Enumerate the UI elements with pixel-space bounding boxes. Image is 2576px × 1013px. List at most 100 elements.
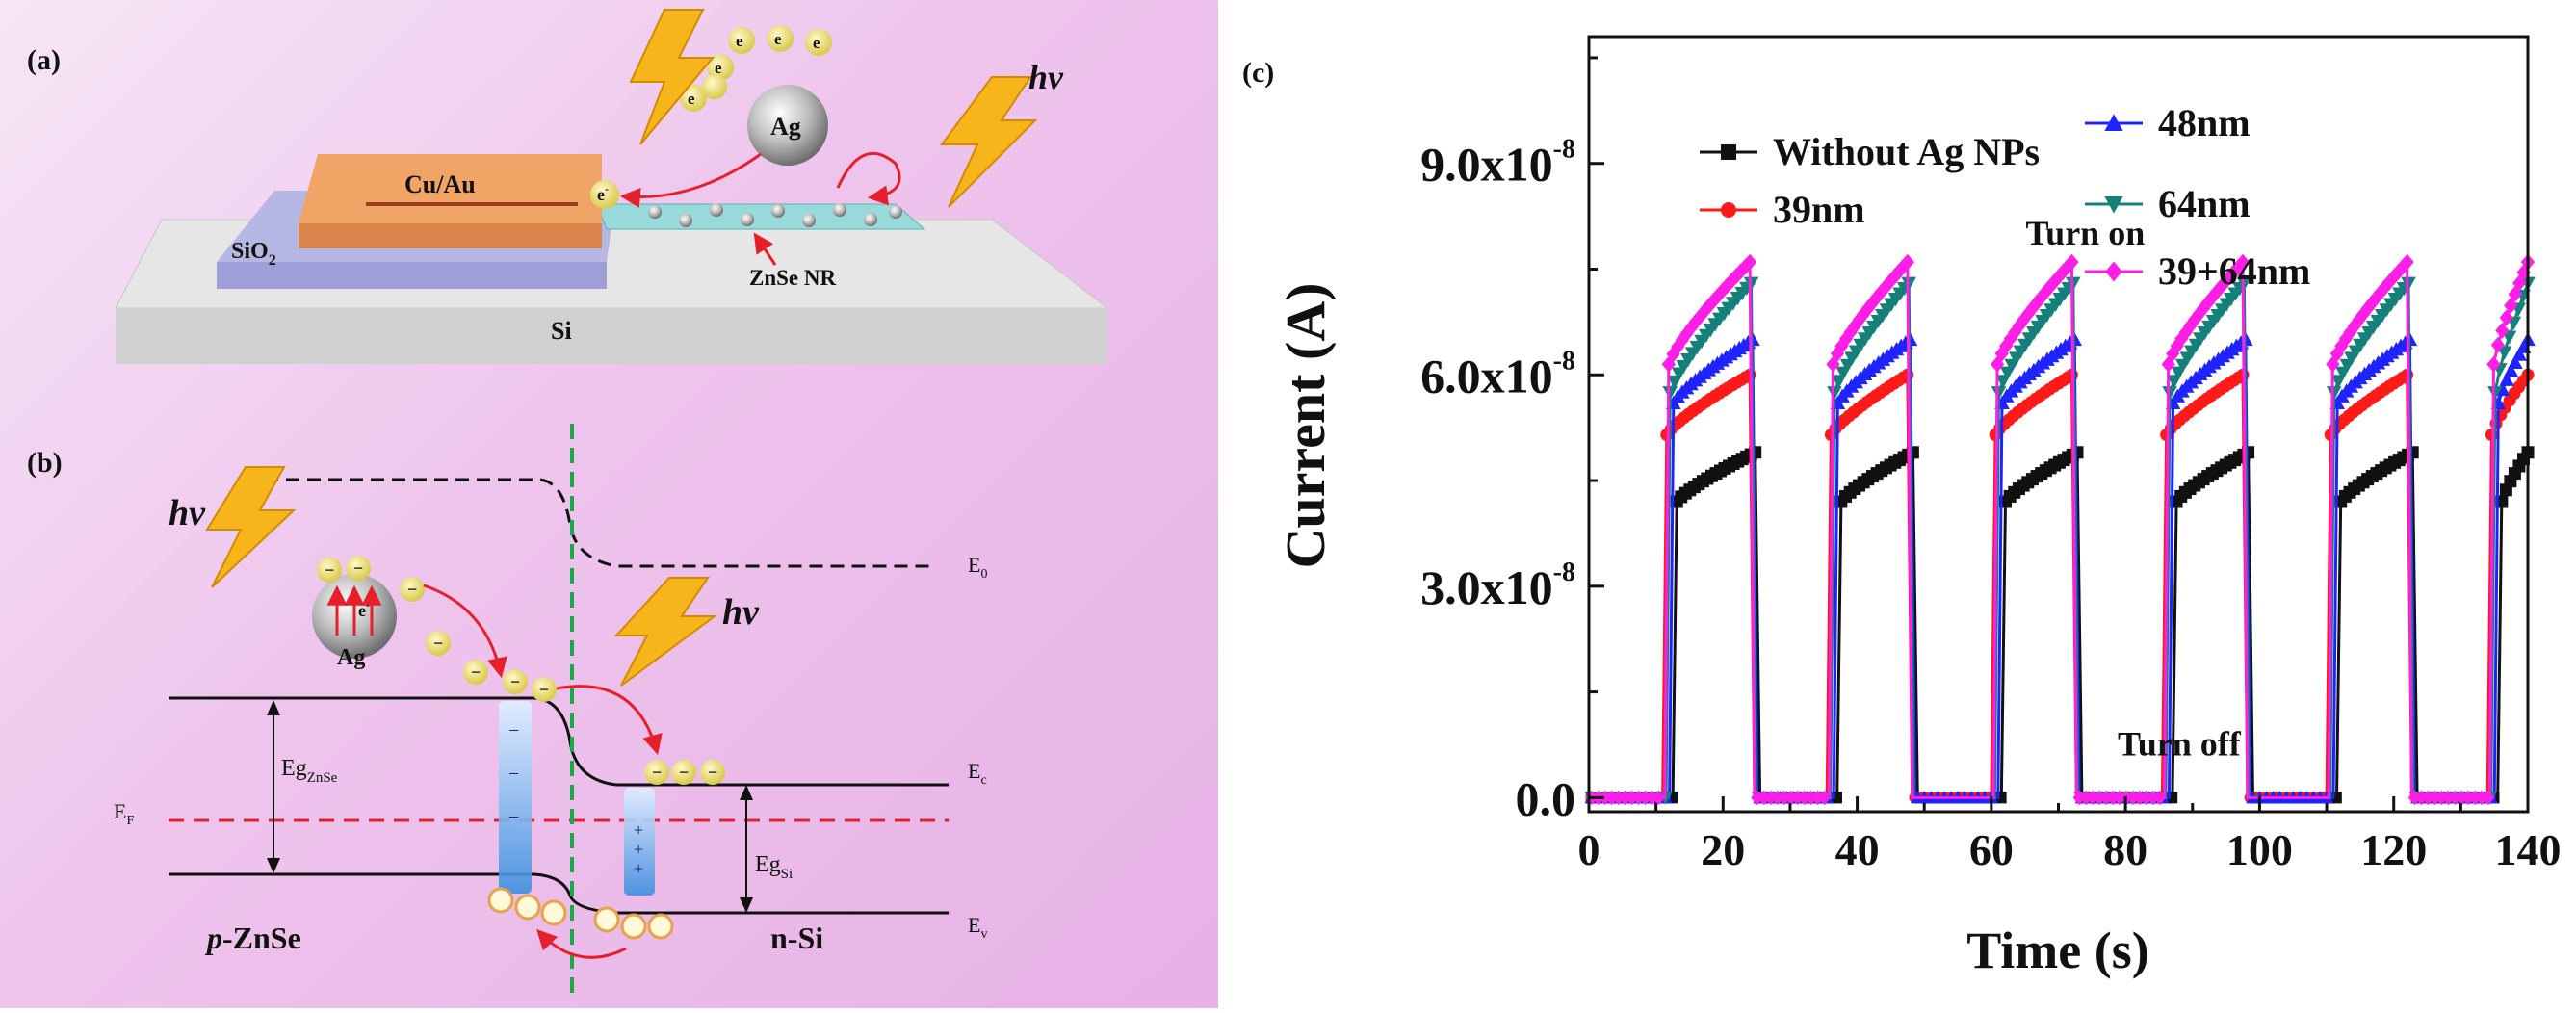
data-point bbox=[2235, 253, 2251, 271]
legend-entry: 39nm bbox=[1700, 188, 1865, 231]
data-point bbox=[1612, 790, 1626, 806]
series-48nm bbox=[1584, 331, 2536, 804]
ef-symbol: E bbox=[114, 799, 126, 823]
minus-symbol: − bbox=[679, 763, 689, 782]
data-point bbox=[2093, 790, 2106, 806]
data-point bbox=[1684, 319, 1699, 336]
excited-electron-symbol: e- bbox=[358, 598, 370, 620]
series-line bbox=[1589, 258, 2530, 799]
data-point bbox=[1638, 790, 1652, 806]
p-prefix: p bbox=[204, 921, 222, 955]
si-substrate-front bbox=[116, 308, 1107, 364]
data-point bbox=[2378, 278, 2393, 296]
collected-electron bbox=[590, 180, 619, 209]
holes bbox=[487, 887, 674, 940]
particle-label: Ag bbox=[337, 645, 365, 670]
data-point bbox=[1662, 386, 1678, 401]
data-point bbox=[2218, 273, 2232, 291]
minus-symbol: − bbox=[708, 763, 717, 782]
data-point bbox=[2486, 355, 2501, 373]
data-point bbox=[1625, 790, 1639, 806]
data-point bbox=[2209, 283, 2224, 300]
minus-symbol: − bbox=[433, 634, 443, 653]
y-tick-label: 6.0x10-8 bbox=[1420, 346, 1575, 403]
data-point bbox=[2508, 285, 2522, 302]
data-point bbox=[1848, 317, 1862, 334]
legend-label: Without Ag NPs bbox=[1773, 130, 2040, 173]
legend: Without Ag NPs 39nm 48nm 64nm 39+64nm bbox=[1700, 101, 2310, 293]
data-point bbox=[1804, 790, 1818, 806]
minus-symbol: − bbox=[652, 763, 662, 782]
particle-label: Ag bbox=[770, 113, 801, 141]
data-point bbox=[1790, 790, 1805, 806]
data-point bbox=[2511, 274, 2527, 292]
ec-sub: c bbox=[980, 773, 986, 788]
data-point bbox=[1784, 790, 1798, 806]
lightning-bolt-icon bbox=[940, 76, 1038, 208]
data-point bbox=[2126, 790, 2140, 806]
data-point bbox=[2338, 330, 2354, 348]
minus-symbol: − bbox=[508, 807, 519, 828]
data-point bbox=[2511, 347, 2528, 361]
data-point bbox=[1991, 386, 2007, 401]
photon-label-b-right: hv bbox=[722, 592, 760, 633]
lightning-bolt-icon bbox=[629, 9, 716, 145]
series-line bbox=[1589, 372, 2530, 799]
electron-symbol: e bbox=[358, 601, 366, 620]
data-point bbox=[2147, 790, 2160, 806]
x-tick-label: 80 bbox=[2103, 825, 2147, 874]
legend-label: 48nm bbox=[2158, 101, 2251, 144]
data-point bbox=[2196, 299, 2211, 317]
data-point bbox=[1661, 355, 1677, 373]
electron-symbol: e bbox=[715, 59, 722, 77]
data-point bbox=[1778, 790, 1791, 806]
x-tick-label: 100 bbox=[2226, 825, 2293, 874]
plasmon-loop-arrow bbox=[836, 152, 901, 206]
data-point bbox=[1679, 325, 1694, 342]
series-39-64nm bbox=[1585, 253, 2536, 806]
chart-panel: (c) 0 20 40 60 80 100 120 140 0.0 3.0x10-8 6.0x10-… bbox=[1218, 0, 2576, 1008]
x-tick-label: 0 bbox=[1578, 825, 1600, 874]
chart-annotation: Turn off bbox=[2118, 724, 2242, 763]
data-point bbox=[2407, 790, 2421, 806]
data-point bbox=[2113, 790, 2126, 806]
data-point bbox=[2326, 386, 2342, 401]
data-point bbox=[2503, 363, 2519, 377]
data-point bbox=[1797, 790, 1811, 806]
data-point bbox=[2441, 790, 2455, 806]
data-point bbox=[2133, 790, 2147, 806]
series-line bbox=[1589, 450, 2530, 799]
data-point bbox=[1869, 289, 1885, 306]
arrow-head-icon bbox=[740, 897, 753, 913]
data-point bbox=[1652, 790, 1666, 806]
data-point bbox=[2214, 278, 2228, 296]
device-schematic: Si SiO2 ZnSe NR Cu/Au Ag e e e bbox=[115, 9, 1109, 364]
lightning-bolt-icon bbox=[613, 577, 718, 687]
lightning-bolt-icon bbox=[205, 466, 297, 588]
data-point bbox=[2334, 337, 2349, 354]
data-point bbox=[2099, 790, 2113, 806]
p-material: -ZnSe bbox=[222, 921, 301, 955]
n-si-label: n-Si bbox=[770, 921, 823, 955]
legend-entry: Without Ag NPs bbox=[1700, 130, 2040, 173]
data-point bbox=[1817, 790, 1832, 806]
data-point bbox=[2326, 355, 2340, 373]
arrow-head-icon bbox=[740, 785, 753, 800]
eg-znse-symbol: Eg bbox=[281, 756, 307, 781]
arrow-head-icon bbox=[267, 700, 280, 715]
electron-injection-arrow bbox=[423, 584, 507, 679]
electron-transfer-arrow bbox=[556, 685, 663, 756]
electron-cluster: e e e e e bbox=[680, 25, 832, 112]
data-point bbox=[2140, 790, 2153, 806]
data-point bbox=[2352, 311, 2366, 328]
hot-electrons: − − − − − − − − − − bbox=[317, 556, 725, 785]
data-point bbox=[2400, 253, 2414, 271]
legend-marker bbox=[2104, 196, 2123, 214]
ev-label: Ev bbox=[968, 913, 987, 942]
minus-symbol: − bbox=[471, 662, 481, 682]
sio2-layer-front bbox=[217, 262, 607, 289]
electron-symbol: e bbox=[688, 90, 695, 108]
current-time-chart: (c) 0 20 40 60 80 100 120 140 0.0 3.0x10-8 6.0x10-… bbox=[1242, 35, 2562, 979]
ag-nanoparticles-on-ribbon bbox=[648, 203, 902, 227]
minus-symbol: − bbox=[510, 672, 520, 691]
